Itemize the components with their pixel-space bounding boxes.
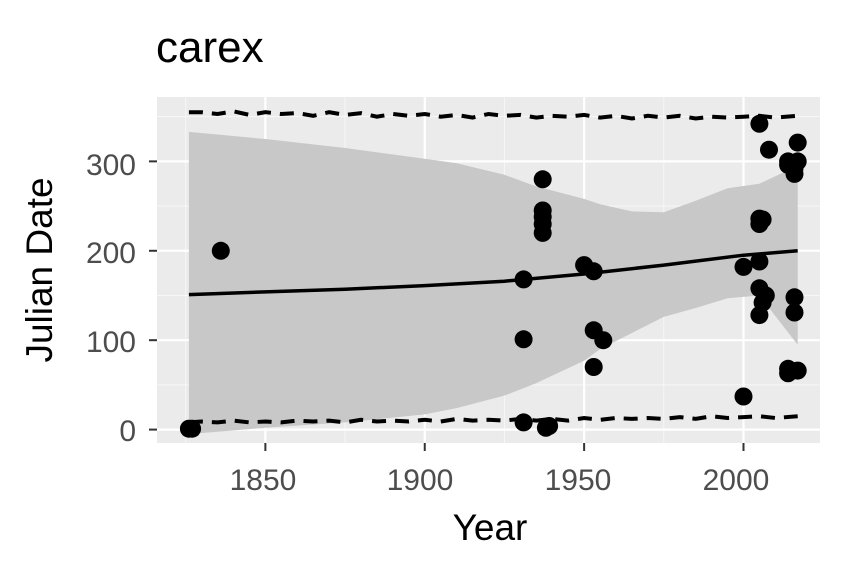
x-tick-label-2000: 2000 — [703, 464, 770, 497]
data-point — [211, 241, 230, 260]
data-point — [514, 270, 533, 289]
data-point — [734, 257, 753, 276]
y-tick-label-300: 300 — [86, 149, 136, 182]
data-point — [788, 133, 807, 152]
x-axis-ticks — [264, 443, 745, 451]
upper-dashed-line — [188, 109, 798, 121]
data-point — [514, 413, 533, 432]
data-point — [183, 419, 202, 438]
y-tick-label-100: 100 — [86, 326, 136, 359]
y-tick-label-0: 0 — [119, 415, 136, 448]
data-point — [734, 387, 753, 406]
data-point — [584, 262, 603, 281]
data-point — [533, 223, 552, 242]
x-axis-title: Year — [453, 507, 528, 548]
data-point — [788, 361, 807, 380]
data-point — [750, 114, 769, 133]
data-point — [756, 286, 775, 305]
y-axis-ticks — [149, 160, 157, 431]
data-points — [179, 114, 807, 438]
trend-line — [188, 249, 798, 297]
data-point — [750, 252, 769, 271]
y-axis-title: Julian Date — [19, 177, 60, 362]
data-point — [540, 417, 559, 435]
x-tick-label-1950: 1950 — [545, 464, 612, 497]
data-point — [785, 288, 804, 307]
data-point — [760, 140, 778, 159]
lower-dashed-line — [188, 414, 798, 425]
data-point — [514, 330, 533, 349]
x-tick-label-1850: 1850 — [230, 464, 297, 497]
x-tick-label-1900: 1900 — [387, 464, 454, 497]
data-point — [785, 303, 804, 322]
data-point — [753, 210, 772, 229]
data-point — [533, 170, 552, 189]
data-point — [594, 331, 613, 350]
data-point — [788, 152, 807, 171]
data-point — [584, 358, 603, 376]
chart-title: carex — [156, 23, 264, 72]
y-tick-label-200: 200 — [86, 237, 136, 270]
